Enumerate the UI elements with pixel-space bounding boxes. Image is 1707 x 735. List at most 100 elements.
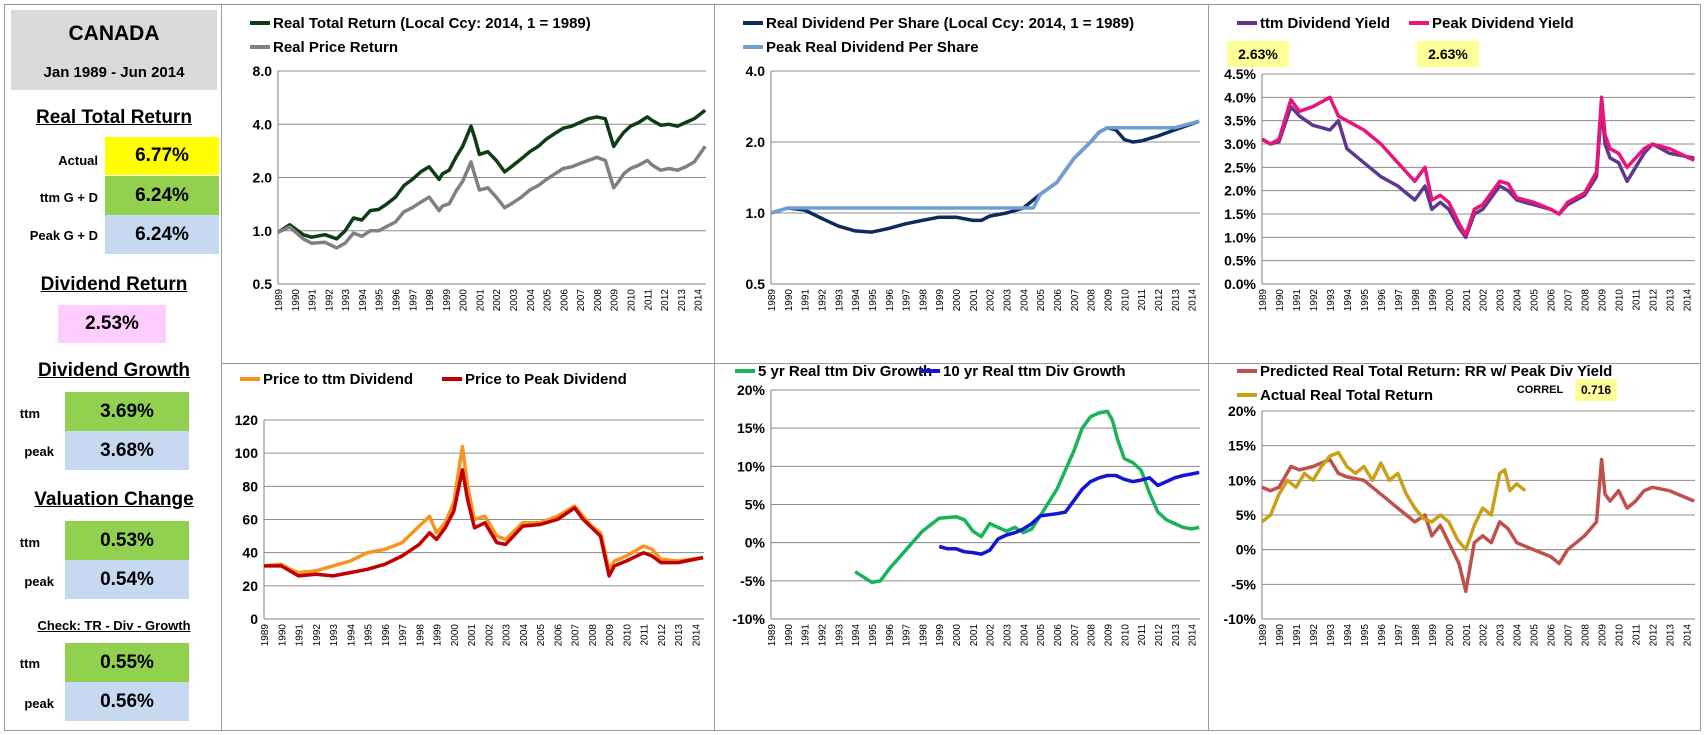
y-tick-label: 0% — [1236, 542, 1257, 558]
x-tick-label: 1993 — [834, 624, 845, 647]
x-tick-label: 2008 — [588, 624, 599, 647]
x-tick-label: 1998 — [918, 289, 929, 312]
x-tick-label: 2012 — [660, 289, 671, 312]
x-tick-label: 1996 — [1377, 289, 1388, 312]
series-line — [1261, 104, 1695, 240]
x-tick-label: 1996 — [885, 624, 896, 647]
y-tick-label: 60 — [242, 512, 258, 528]
price-to-dividend-chart: 0 20 40 60 80 100 120 1989 1990 1991 1992 1993 1994 1… — [235, 371, 704, 647]
x-tick-label: 2004 — [1513, 289, 1524, 312]
y-tick-label: 3.0% — [1224, 136, 1256, 152]
y-tick-label: 0% — [745, 535, 766, 551]
dividend-growth-heading: Dividend Growth — [38, 360, 190, 381]
x-tick-label: 1994 — [851, 624, 862, 647]
vc-peak-value: 0.54% — [65, 560, 189, 599]
x-tick-label: 1997 — [1394, 289, 1405, 312]
x-tick-label: 2002 — [492, 289, 503, 312]
series-line — [938, 470, 1200, 556]
period-label: Jan 1989 - Jun 2014 — [43, 64, 185, 81]
x-tick-label: 2001 — [467, 624, 478, 647]
x-tick-label: 1997 — [1394, 624, 1405, 647]
x-tick-label: 1992 — [817, 624, 828, 647]
y-tick-label: 1.0% — [1224, 229, 1256, 245]
x-tick-label: 1996 — [381, 624, 392, 647]
x-tick-label: 1998 — [425, 289, 436, 312]
check-heading: Check: TR - Div - Growth — [37, 618, 191, 633]
x-tick-label: 1999 — [433, 624, 444, 647]
y-tick-label: -5% — [740, 573, 765, 589]
x-tick-label: 2003 — [1003, 624, 1014, 647]
ck-ttm-label: ttm — [19, 656, 40, 671]
x-tick-label: 2004 — [526, 289, 537, 312]
y-tick-label: -5% — [1231, 576, 1256, 592]
x-tick-label: 2001 — [1462, 624, 1473, 647]
x-tick-label: 2006 — [1547, 289, 1558, 312]
x-tick-label: 1989 — [260, 624, 271, 647]
y-tick-label: 4.0% — [1224, 89, 1256, 105]
y-tick-label: 100 — [235, 445, 259, 461]
x-tick-label: 2014 — [1683, 624, 1694, 647]
y-tick-label: 1.0 — [746, 205, 766, 221]
y-tick-label: 0.0% — [1224, 276, 1256, 292]
x-tick-label: 2000 — [1445, 624, 1456, 647]
dg-ttm-label: ttm — [19, 406, 40, 421]
dg-peak-value: 3.68% — [65, 431, 189, 470]
x-tick-label: 1990 — [1275, 289, 1286, 312]
real-return-chart: 0.5 1.0 2.0 4.0 8.0 1989 1990 1991 1992 1993 1994 1… — [250, 15, 707, 312]
x-tick-label: 1989 — [1258, 624, 1269, 647]
x-tick-label: 1996 — [391, 289, 402, 312]
x-tick-label: 2011 — [1632, 624, 1643, 646]
dividend-yield-chart: 0.0% 0.5% 1.0% 1.5% 2.0% 2.5% 3.0% 3.5% 4.0% 4.5%… — [1224, 15, 1695, 312]
y-tick-label: 15% — [737, 420, 766, 436]
y-tick-label: 3.5% — [1224, 113, 1256, 129]
x-tick-label: 2013 — [674, 624, 685, 647]
x-tick-label: 1999 — [935, 624, 946, 647]
series-line — [1261, 457, 1695, 594]
dividend-return-value: 2.53% — [58, 305, 166, 343]
x-tick-label: 2013 — [1666, 624, 1677, 647]
x-tick-label: 1997 — [398, 624, 409, 647]
x-tick-label: 2002 — [986, 624, 997, 647]
y-tick-label: 4.0 — [746, 63, 766, 79]
x-tick-label: 1989 — [1258, 289, 1269, 312]
x-tick-label: 1998 — [1411, 289, 1422, 312]
x-tick-label: 2003 — [1003, 289, 1014, 312]
correl-label: CORREL — [1517, 384, 1564, 396]
real-total-return-heading: Real Total Return — [36, 107, 192, 128]
dg-ttm-value: 3.69% — [65, 392, 189, 431]
x-tick-label: 1995 — [868, 289, 879, 312]
summary-panel — [4, 4, 222, 731]
x-tick-label: 2001 — [969, 289, 980, 312]
y-tick-label: 10% — [1228, 472, 1257, 488]
actual-label: Actual — [58, 153, 98, 168]
ck-peak-value: 0.56% — [65, 682, 189, 721]
legend-label: Peak Dividend Yield — [1432, 15, 1574, 32]
x-tick-label: 1995 — [868, 624, 879, 647]
legend-label: Price to Peak Dividend — [465, 371, 627, 388]
y-tick-label: 2.0 — [746, 134, 766, 150]
x-tick-label: 1991 — [1292, 289, 1303, 312]
x-tick-label: 2007 — [1070, 289, 1081, 312]
legend-label: Real Price Return — [273, 39, 398, 56]
x-tick-label: 2011 — [640, 624, 651, 646]
y-tick-label: -10% — [732, 611, 765, 627]
x-tick-label: 2013 — [677, 289, 688, 312]
x-tick-label: 1997 — [902, 289, 913, 312]
x-tick-label: 2002 — [484, 624, 495, 647]
x-tick-label: 2014 — [691, 624, 702, 647]
x-tick-label: 1990 — [784, 289, 795, 312]
y-tick-label: 80 — [242, 478, 258, 494]
x-tick-label: 1998 — [918, 624, 929, 647]
x-tick-label: 2014 — [1188, 289, 1199, 312]
x-tick-label: 2001 — [969, 624, 980, 647]
x-tick-label: 2008 — [1087, 289, 1098, 312]
x-tick-label: 1993 — [341, 289, 352, 312]
dashboard-frame — [4, 4, 1701, 731]
x-tick-label: 2011 — [1137, 289, 1148, 311]
x-tick-label: 1989 — [767, 624, 778, 647]
country-title: CANADA — [68, 22, 160, 45]
x-tick-label: 1999 — [442, 289, 453, 312]
x-tick-label: 2001 — [475, 289, 486, 312]
series-line — [1261, 95, 1695, 237]
x-tick-label: 1991 — [1292, 624, 1303, 647]
